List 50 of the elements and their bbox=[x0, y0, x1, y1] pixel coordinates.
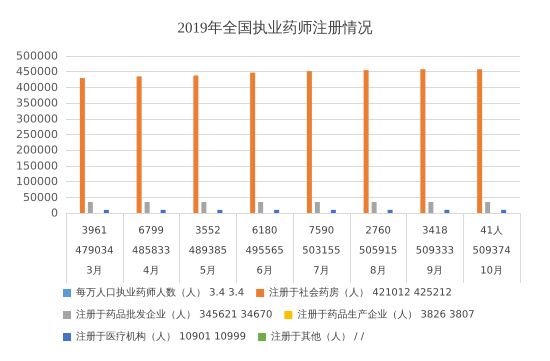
bar bbox=[160, 210, 166, 213]
legend-label: 注册于其他（人） / / bbox=[270, 330, 365, 342]
legend-label: 注册于药品批发企业（人） 345621 34670 bbox=[76, 308, 272, 320]
x-tick-label: 3961 479034 3月 bbox=[75, 226, 114, 276]
bar bbox=[136, 76, 142, 213]
bar bbox=[372, 202, 377, 213]
x-tick-label: 6180 495565 6月 bbox=[246, 226, 284, 276]
legend-label: 注册于医疗机构（人） 10901 10999 bbox=[76, 330, 246, 342]
x-tick-label: 7590 503155 7月 bbox=[302, 226, 340, 276]
legend-label: 注册于药品生产企业（人） 3826 3807 bbox=[297, 308, 475, 320]
y-tick-label: 0 bbox=[51, 206, 58, 220]
bar bbox=[485, 202, 490, 213]
x-tick-label: 41人 509374 10月 bbox=[472, 226, 511, 276]
y-tick-label: 100000 bbox=[16, 175, 58, 188]
y-tick-label: 400000 bbox=[16, 80, 58, 94]
bar bbox=[104, 210, 109, 213]
bar bbox=[364, 70, 369, 213]
bar bbox=[144, 202, 150, 213]
bar bbox=[274, 210, 280, 213]
bar bbox=[217, 210, 222, 213]
y-tick-label: 150000 bbox=[16, 159, 58, 172]
y-tick-label: 450000 bbox=[16, 65, 58, 78]
legend-label: 注册于社会药房（人） 421012 425212 bbox=[269, 286, 452, 298]
legend-label: 每万人口执业药师人数（人） 3.4 3.4 bbox=[76, 286, 244, 298]
x-tick-label: 3418 509333 9月 bbox=[416, 226, 454, 276]
y-tick-label: 300000 bbox=[16, 112, 58, 126]
bar bbox=[88, 202, 93, 213]
y-tick-label: 200000 bbox=[16, 144, 58, 157]
x-tick-label: 6799 485833 4月 bbox=[132, 226, 170, 276]
bar bbox=[330, 210, 336, 213]
y-tick-label: 500000 bbox=[16, 50, 58, 62]
bar bbox=[314, 202, 320, 213]
bar bbox=[444, 210, 450, 213]
bar bbox=[388, 210, 393, 213]
y-tick-label: 50000 bbox=[23, 190, 58, 204]
y-tick-label: 250000 bbox=[16, 128, 58, 141]
bar bbox=[428, 202, 434, 213]
bar bbox=[501, 210, 506, 213]
chart-title: 2019年全国执业药师注册情况 bbox=[178, 20, 372, 36]
bar bbox=[250, 72, 256, 213]
bar bbox=[193, 75, 198, 213]
bar bbox=[477, 69, 482, 213]
bar bbox=[80, 78, 85, 213]
y-tick-label: 350000 bbox=[16, 96, 58, 110]
bar bbox=[201, 202, 206, 213]
x-tick-label: 2760 505915 8月 bbox=[359, 226, 398, 276]
bar bbox=[258, 202, 264, 213]
x-tick-label: 3552 489385 5月 bbox=[188, 226, 227, 276]
bar bbox=[306, 71, 312, 213]
bar bbox=[420, 69, 426, 213]
